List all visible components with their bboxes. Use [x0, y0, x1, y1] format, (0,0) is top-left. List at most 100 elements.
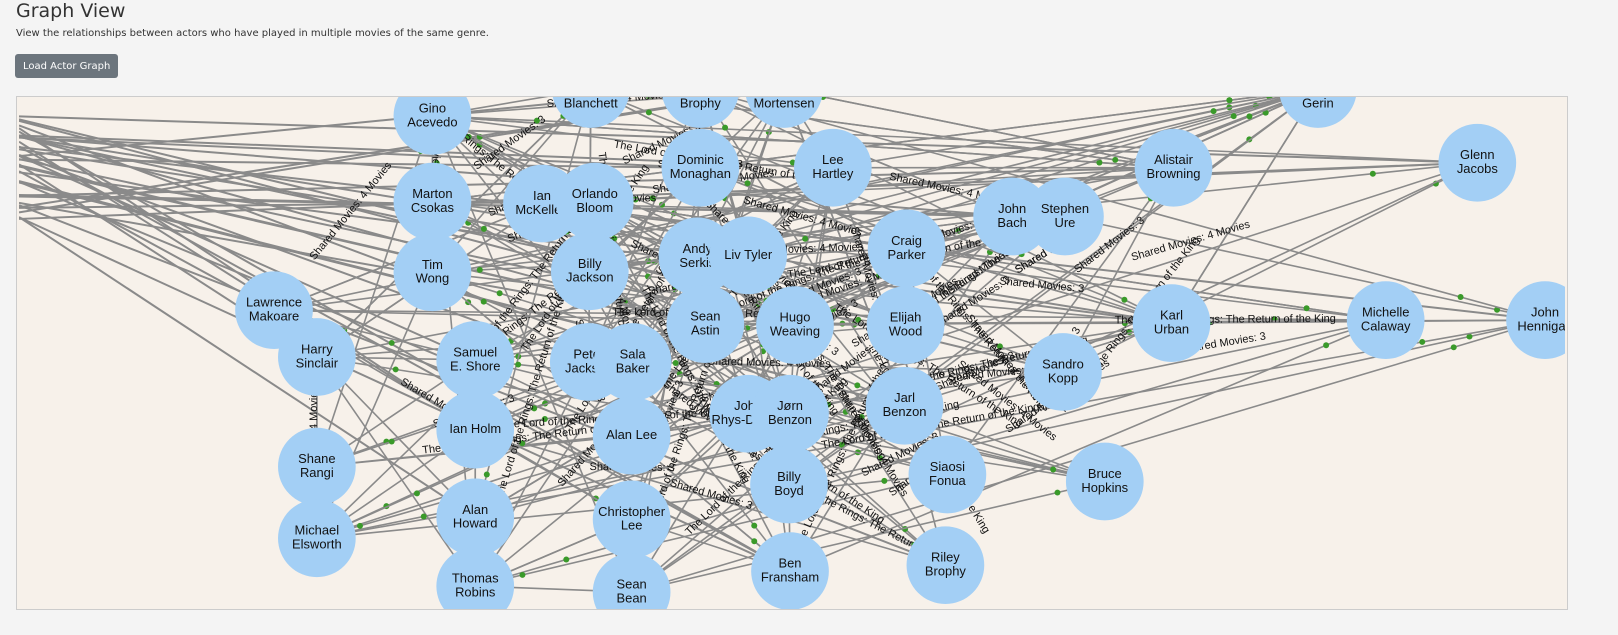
node-label: Samuel — [453, 344, 497, 359]
edge — [1064, 215, 1546, 321]
edge-arrow — [722, 124, 729, 131]
node-label: Ian — [533, 188, 551, 203]
node-label: Weaving — [770, 324, 820, 339]
actor-node[interactable]: Brophy — [662, 96, 740, 128]
node-circle — [393, 233, 472, 312]
page-title: Graph View — [16, 0, 126, 22]
edge-arrow — [563, 556, 570, 563]
node-circle — [1279, 97, 1356, 128]
node-label: Hennigan — [1517, 319, 1568, 334]
node-label: Tim — [422, 257, 443, 272]
edge-arrow — [996, 343, 1003, 350]
edge — [475, 473, 948, 587]
edge-arrow — [515, 361, 522, 368]
actor-node[interactable]: Alan Lee — [592, 396, 671, 475]
actor-node[interactable]: Ian Holm — [436, 390, 515, 469]
edge-arrow — [531, 405, 538, 412]
node-label: Fransham — [761, 570, 819, 585]
edge — [475, 359, 905, 407]
node-label: Brophy — [925, 564, 967, 579]
edge-arrow — [1466, 333, 1473, 340]
node-label: Browning — [1147, 166, 1201, 181]
actor-node[interactable]: Mortensen — [745, 96, 823, 128]
edge-arrow — [645, 109, 652, 116]
edge — [1170, 97, 1314, 324]
edge-arrow — [1230, 113, 1237, 120]
node-label: Dominic — [677, 152, 724, 167]
node-circle — [436, 390, 515, 469]
edge — [906, 247, 1172, 324]
actor-node[interactable]: Gerin — [1279, 96, 1357, 128]
node-label: Ian Holm — [449, 421, 501, 436]
node-label: Mortensen — [753, 96, 814, 110]
node-circle — [709, 216, 788, 295]
node-circle — [393, 97, 472, 155]
node-label: Hopkins — [1081, 480, 1128, 495]
node-label: Bruce — [1088, 466, 1122, 481]
node-circle — [278, 499, 356, 578]
edge-arrow — [751, 522, 758, 529]
edge-arrow — [1369, 170, 1376, 177]
edge-arrow — [1210, 108, 1217, 115]
actor-node[interactable]: Liv Tyler — [709, 216, 788, 295]
load-graph-button[interactable]: Load Actor Graph — [15, 54, 119, 78]
edge — [474, 255, 699, 587]
node-circle — [436, 321, 515, 399]
page-description: View the relationships between actors wh… — [16, 28, 489, 39]
edge — [832, 97, 1274, 169]
node-label: Lawrence — [246, 295, 302, 310]
edge — [432, 200, 905, 407]
edge — [1062, 162, 1478, 373]
edge-arrow — [388, 339, 395, 346]
node-circle — [751, 532, 829, 609]
node-label: Gerin — [1302, 96, 1334, 110]
actor-node[interactable]: Blanchett — [552, 96, 630, 128]
node-label: Riley — [931, 550, 960, 565]
node-label: Andy — [683, 241, 713, 256]
edge-arrow — [854, 382, 861, 389]
node-circle — [908, 435, 987, 514]
node-label: Wong — [416, 271, 450, 286]
node-label: Stephen — [1041, 201, 1089, 216]
node-label: Csokas — [411, 200, 454, 215]
edge-arrow — [392, 366, 399, 373]
node-label: Alan — [462, 502, 488, 517]
node-circle — [552, 97, 629, 128]
node-label: Craig — [891, 233, 922, 248]
